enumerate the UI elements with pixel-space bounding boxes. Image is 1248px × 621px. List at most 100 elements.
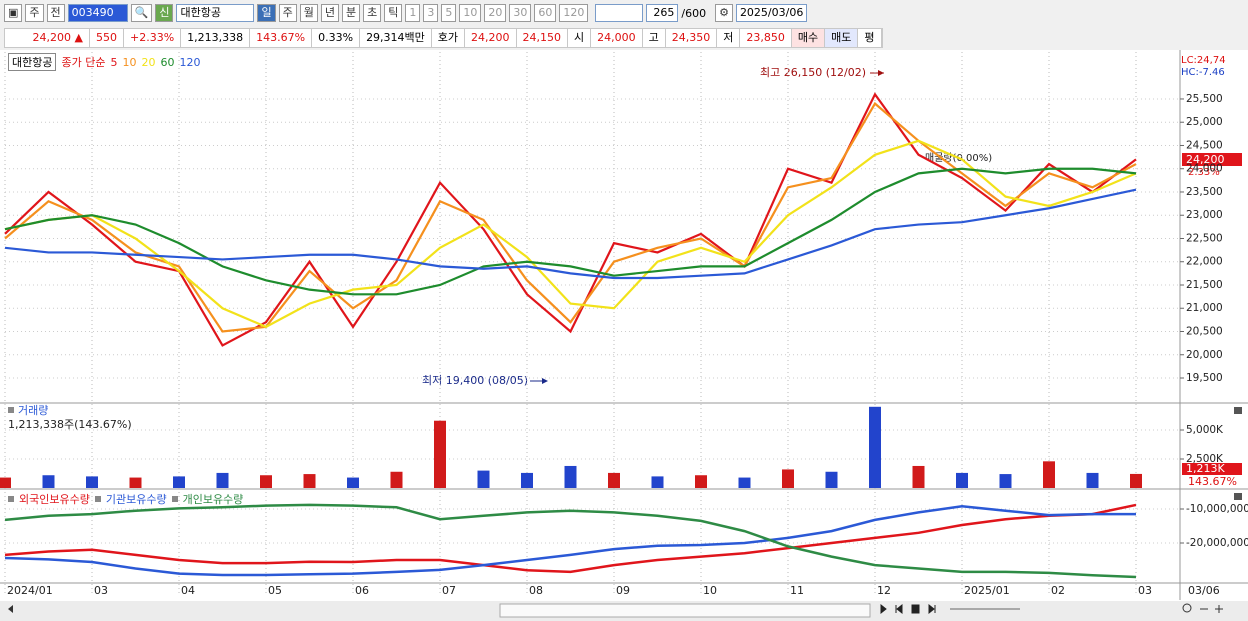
annotation-arrow <box>878 70 884 76</box>
last-volume-pct: 143.67% <box>1188 475 1237 488</box>
zoom-buttons[interactable] <box>1200 605 1223 613</box>
legend-entry: 20 <box>141 55 156 69</box>
sell-button[interactable]: 매도 <box>825 29 859 47</box>
change: 550 <box>90 29 124 47</box>
interval-button[interactable]: 10 <box>459 4 482 22</box>
open: 24,000 <box>591 29 643 47</box>
legend-entry: 개인보유수량 <box>182 493 244 506</box>
pane-close[interactable] <box>1234 407 1242 414</box>
x-tick-label: 02 <box>1051 584 1065 597</box>
menu-icon[interactable]: ▣ <box>4 4 23 22</box>
series-line <box>4 167 1137 296</box>
period-button[interactable]: 틱 <box>384 4 403 22</box>
quote-bar: 24,200 ▲ 550 +2.33% 1,213,338 143.67% 0.… <box>4 28 883 48</box>
x-tick-label: 10 <box>703 584 717 597</box>
last-volume-box <box>1182 463 1242 475</box>
volume-bar <box>303 474 316 488</box>
x-tick-label: 05 <box>268 584 282 597</box>
pane-close[interactable] <box>1234 493 1242 500</box>
high-annotation: 최고 26,150 (12/02) <box>760 66 866 79</box>
playback-controls[interactable] <box>880 603 936 615</box>
interval-button[interactable]: 1 <box>405 4 421 22</box>
prev-button[interactable]: 전 <box>46 4 65 22</box>
grid <box>4 52 1180 596</box>
zoom-button[interactable] <box>1182 603 1192 613</box>
volume-bar <box>564 465 577 488</box>
period-button[interactable]: 분 <box>341 4 361 22</box>
price: 24,200 ▲ <box>5 29 90 47</box>
marks <box>0 92 1142 579</box>
market-select[interactable]: 주 <box>25 4 44 22</box>
date-input[interactable]: 2025/03/06 <box>735 4 808 22</box>
volume-bar <box>173 476 185 488</box>
legend-entry: 120 <box>179 55 201 69</box>
x-tick-label: 03 <box>1138 584 1152 597</box>
ask-label: 호가 <box>432 29 466 47</box>
interval-button[interactable]: 3 <box>423 4 439 22</box>
toolbar: ▣ 주 전 003490 🔍 신 대한항공 일 주 월 년 분 초 틱 1 3 … <box>4 4 808 22</box>
y-tick-label: 22,500 <box>1186 232 1223 244</box>
avg-button[interactable]: 평 <box>858 29 882 47</box>
y-tick-label: 24,000 <box>1186 163 1223 175</box>
volume-bar <box>477 470 490 488</box>
series-line <box>4 505 1136 577</box>
y-tick-label: 23,500 <box>1186 186 1223 198</box>
interval-button[interactable]: 30 <box>509 4 532 22</box>
chart-background <box>0 50 1248 601</box>
holding-legend: 외국인보유수량 기관보유수량 개인보유수량 <box>8 491 243 507</box>
last-volume: 1,213K <box>1186 462 1225 475</box>
interval-input[interactable] <box>595 4 644 22</box>
y-tick-label: 21,500 <box>1186 279 1223 291</box>
count-input[interactable]: 265 <box>646 4 679 22</box>
series-line <box>4 503 1137 579</box>
y-tick-label: 25,000 <box>1186 116 1223 128</box>
period-button[interactable]: 초 <box>363 4 382 22</box>
high-label: 고 <box>643 29 666 47</box>
interval-button[interactable]: 20 <box>484 4 507 22</box>
last-pct: 2.33% <box>1188 167 1220 178</box>
turnover: 0.33% <box>312 29 361 47</box>
period-button[interactable]: 월 <box>299 4 318 22</box>
y-tick-label: 20,500 <box>1186 325 1223 337</box>
search-button[interactable]: 🔍 <box>130 4 153 22</box>
y-tick-label: 21,000 <box>1186 302 1223 314</box>
volume-bar <box>869 406 881 488</box>
x-tick-label: 11 <box>790 584 804 597</box>
period-button[interactable]: 일 <box>257 4 276 22</box>
volume-bar <box>956 472 968 488</box>
scroll-left[interactable] <box>8 605 13 613</box>
volume-bar <box>434 420 446 488</box>
low-label: 저 <box>717 29 741 47</box>
stock-name: 대한항공 <box>176 4 255 22</box>
x-tick-label: 08 <box>529 584 543 597</box>
volume-bar <box>390 471 403 488</box>
interval-button[interactable]: 60 <box>534 4 557 22</box>
volume-bar <box>347 477 359 488</box>
buy-button[interactable]: 매수 <box>791 29 826 47</box>
x-tick-label: 2025/01 <box>964 584 1010 597</box>
y-tick-label: -20,000,000 <box>1186 537 1248 549</box>
interval-button[interactable]: 120 <box>559 4 589 22</box>
volume-bar <box>912 465 925 488</box>
x-tick-label: 2024/01 <box>7 584 53 597</box>
period-button[interactable]: 주 <box>278 4 297 22</box>
period-button[interactable]: 년 <box>320 4 339 22</box>
volume-bar <box>651 476 664 488</box>
tool-button[interactable]: ⚙ <box>715 4 733 22</box>
code-input[interactable]: 003490 <box>67 4 128 22</box>
x-tick-label: 12 <box>877 584 891 597</box>
scroll-thumb[interactable] <box>499 603 871 618</box>
volume-bar <box>260 475 272 488</box>
high: 24,350 <box>666 29 718 47</box>
y-tick-label: 25,500 <box>1186 93 1223 105</box>
price-legend: 대한항공 종가 단순 5 10 20 60 120 <box>8 53 200 71</box>
legend-entry: 5 <box>110 55 118 69</box>
volume-bar <box>216 472 229 488</box>
annotation-arrow <box>542 378 548 384</box>
interval-button[interactable]: 5 <box>441 4 457 22</box>
ask: 24,200 <box>465 29 517 47</box>
volume-bar <box>86 476 98 488</box>
x-tick-label: 04 <box>181 584 195 597</box>
volume-ratio: 143.67% <box>250 29 313 47</box>
